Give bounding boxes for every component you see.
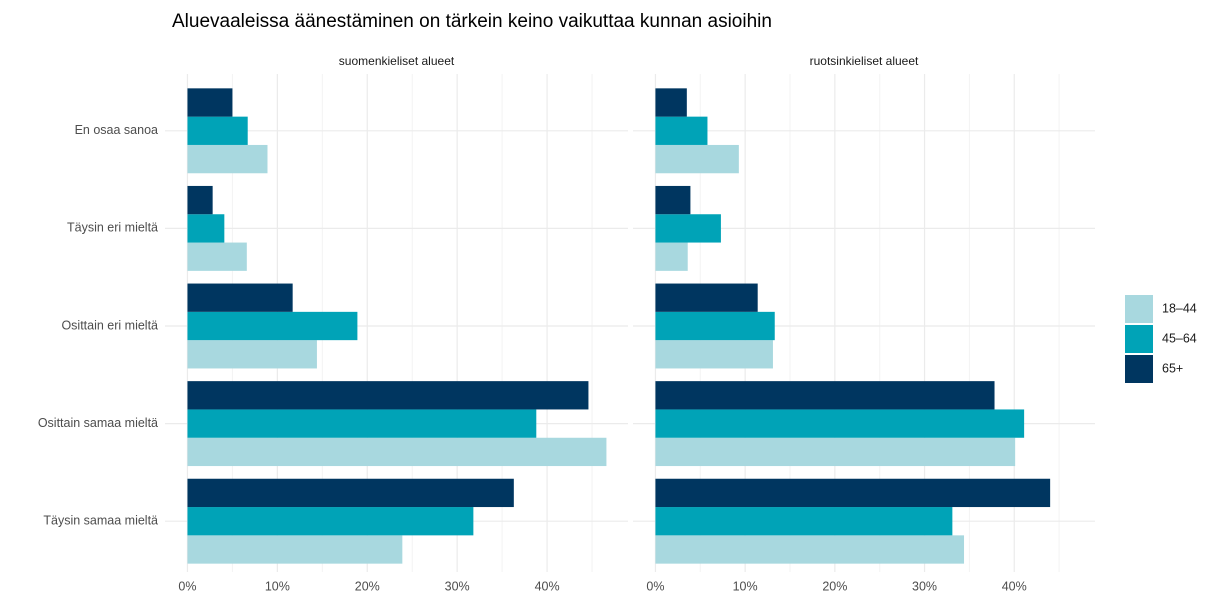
bar bbox=[655, 381, 995, 410]
bar bbox=[655, 214, 721, 243]
bar bbox=[187, 88, 233, 117]
bar bbox=[655, 478, 1051, 508]
x-tick-label: 20% bbox=[355, 579, 380, 593]
bar bbox=[187, 242, 247, 271]
bar bbox=[655, 283, 758, 312]
x-tick-label: 0% bbox=[178, 579, 196, 593]
bar bbox=[187, 381, 589, 410]
bar bbox=[187, 214, 225, 243]
bar bbox=[655, 535, 965, 564]
bar bbox=[187, 340, 317, 369]
x-tick-label: 10% bbox=[265, 579, 290, 593]
bar bbox=[187, 185, 213, 215]
x-tick-label: 40% bbox=[1002, 579, 1027, 593]
bar bbox=[187, 478, 514, 508]
legend-key bbox=[1125, 325, 1153, 353]
x-tick-label: 40% bbox=[535, 579, 560, 593]
x-tick-label: 10% bbox=[733, 579, 758, 593]
bar bbox=[187, 144, 268, 174]
legend-label: 18–44 bbox=[1162, 301, 1197, 315]
bar bbox=[655, 242, 688, 271]
y-tick-label: Täysin eri mieltä bbox=[67, 221, 158, 235]
bar bbox=[655, 340, 773, 369]
bar bbox=[187, 311, 358, 341]
chart-title: Aluevaaleissa äänestäminen on tärkein ke… bbox=[172, 11, 772, 32]
bar bbox=[655, 144, 739, 174]
bar bbox=[655, 116, 708, 145]
bar bbox=[187, 437, 607, 467]
bar bbox=[655, 88, 687, 117]
legend-label: 65+ bbox=[1162, 361, 1183, 375]
y-tick-label: Täysin samaa mieltä bbox=[43, 513, 158, 527]
bar bbox=[187, 507, 474, 536]
y-tick-label: Osittain samaa mieltä bbox=[38, 416, 158, 430]
x-tick-label: 20% bbox=[822, 579, 847, 593]
legend-key bbox=[1125, 355, 1153, 383]
x-tick-label: 0% bbox=[646, 579, 664, 593]
legend-label: 45–64 bbox=[1162, 331, 1197, 345]
bar bbox=[655, 437, 1016, 467]
x-tick-label: 30% bbox=[912, 579, 937, 593]
bar bbox=[187, 409, 537, 438]
x-tick-label: 30% bbox=[445, 579, 470, 593]
bar bbox=[187, 283, 293, 312]
legend-key bbox=[1125, 295, 1153, 323]
facet-label: ruotsinkieliset alueet bbox=[810, 54, 919, 68]
bar bbox=[187, 116, 248, 145]
facet-label: suomenkieliset alueet bbox=[339, 54, 455, 68]
bar bbox=[187, 535, 403, 564]
y-tick-label: Osittain eri mieltä bbox=[61, 318, 158, 332]
bar bbox=[655, 185, 691, 215]
bar bbox=[655, 507, 953, 536]
y-tick-label: En osaa sanoa bbox=[75, 123, 158, 137]
bar bbox=[655, 311, 775, 341]
bar bbox=[655, 409, 1025, 438]
